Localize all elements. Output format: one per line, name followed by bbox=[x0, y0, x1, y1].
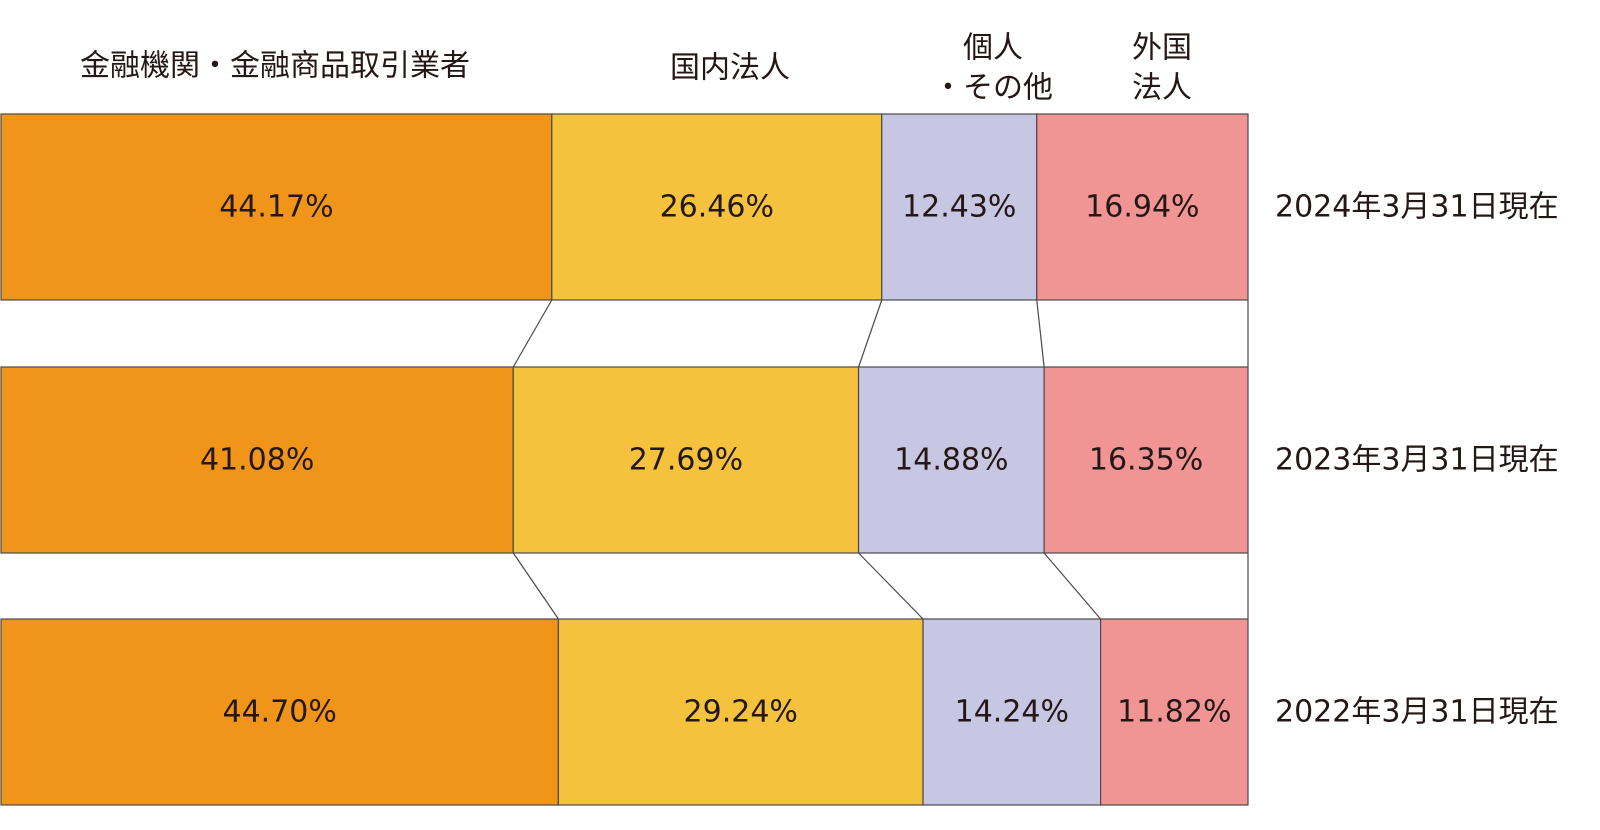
bar-segment bbox=[1043, 366, 1249, 554]
bar-segment bbox=[1036, 113, 1249, 301]
data-label: 16.35% bbox=[1089, 443, 1203, 478]
bar-segment bbox=[857, 366, 1045, 554]
data-label: 14.88% bbox=[894, 443, 1008, 478]
bar-segment bbox=[0, 618, 560, 806]
connector-line bbox=[857, 299, 883, 368]
data-label: 41.08% bbox=[200, 443, 314, 478]
data-label: 44.17% bbox=[219, 190, 333, 225]
category-label: 2024年3月31日現在 bbox=[1275, 190, 1559, 225]
connector-line bbox=[512, 299, 553, 368]
data-label: 29.24% bbox=[684, 695, 798, 730]
category-label: 2022年3月31日現在 bbox=[1275, 695, 1559, 730]
series-header: 外国 bbox=[1132, 31, 1192, 66]
connector-line bbox=[858, 552, 924, 620]
series-header: 国内法人 bbox=[670, 51, 790, 86]
data-label: 16.94% bbox=[1085, 190, 1199, 225]
bar-segment bbox=[512, 366, 860, 554]
bar-segment bbox=[1100, 618, 1249, 806]
category-label: 2023年3月31日現在 bbox=[1275, 443, 1559, 478]
connector-line bbox=[1036, 299, 1045, 368]
data-label: 14.24% bbox=[955, 695, 1069, 730]
data-label: 27.69% bbox=[629, 443, 743, 478]
bar-segment bbox=[922, 618, 1102, 806]
data-label: 11.82% bbox=[1117, 695, 1231, 730]
connector-line bbox=[512, 552, 559, 620]
data-label: 26.46% bbox=[660, 190, 774, 225]
data-label: 44.70% bbox=[223, 695, 337, 730]
data-label: 12.43% bbox=[902, 190, 1016, 225]
series-header: 法人 bbox=[1132, 71, 1192, 106]
bars: 44.17% 26.46% 12.43% 16.94% 41.08% 27.69% 14.8… bbox=[0, 113, 1249, 806]
series-header: 金融機関・金融商品取引業者 bbox=[80, 49, 470, 84]
category-labels: 2024年3月31日現在 2023年3月31日現在 2022年3月31日現在 bbox=[1275, 190, 1559, 730]
connector-line bbox=[1043, 552, 1102, 620]
series-header: ・その他 bbox=[933, 71, 1053, 106]
bar-segment bbox=[551, 113, 883, 301]
bar-segment bbox=[881, 113, 1038, 301]
series-header: 個人 bbox=[963, 31, 1023, 66]
connector-lines bbox=[512, 299, 1249, 620]
bar-segment bbox=[0, 113, 553, 301]
